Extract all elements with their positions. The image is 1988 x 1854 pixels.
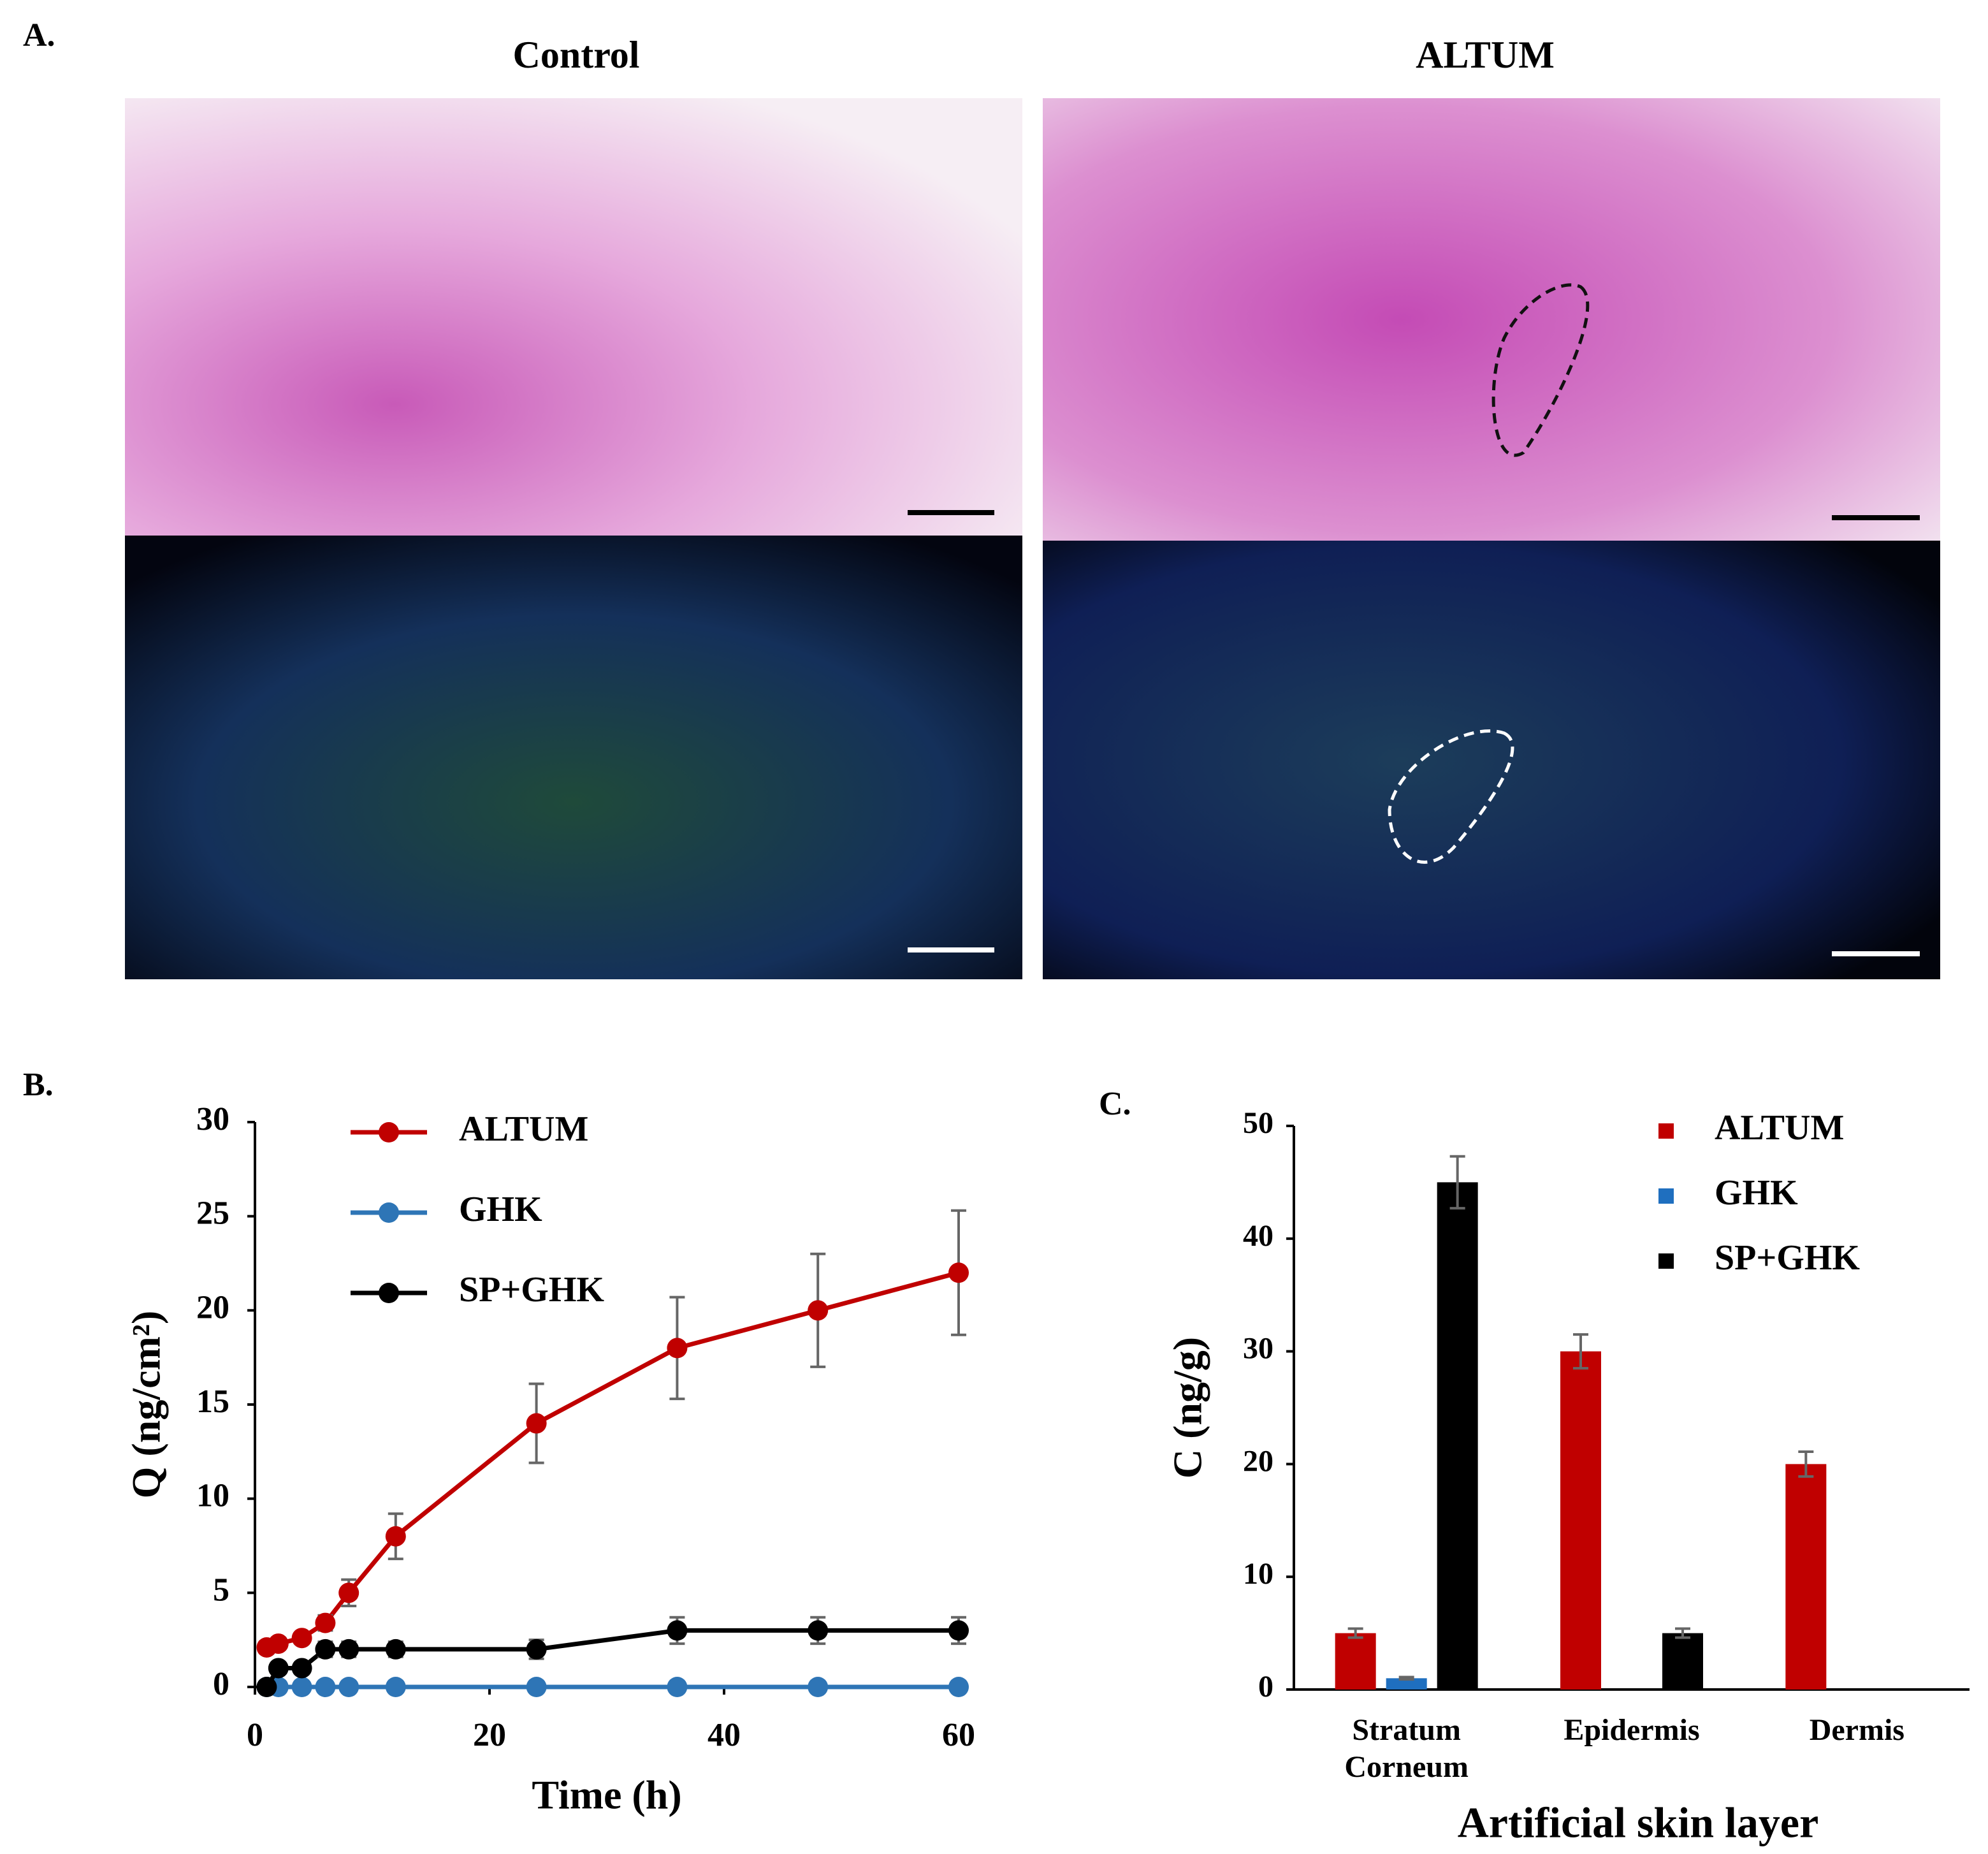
data-point [526, 1413, 547, 1434]
y-tick-label: 15 [196, 1383, 229, 1420]
axis [1293, 1126, 1970, 1691]
error-bar [1449, 1155, 1465, 1210]
error-bar [1798, 1450, 1814, 1478]
data-point [385, 1639, 406, 1660]
error-bar [1398, 1675, 1414, 1681]
x-tick-label: Epidermis [1564, 1713, 1699, 1747]
legend-label: GHK [459, 1190, 542, 1229]
data-point [667, 1338, 688, 1359]
data-point [291, 1628, 312, 1649]
legend-label: ALTUM [1715, 1108, 1844, 1148]
fluorescence-image [125, 536, 1022, 979]
data-point [338, 1639, 359, 1660]
y-tick-label: 20 [1243, 1444, 1273, 1478]
axis [254, 1122, 959, 1688]
y-tick-label: 50 [1243, 1106, 1273, 1140]
data-point [385, 1677, 406, 1697]
data-point [808, 1300, 829, 1321]
x-axis-label: Artificial skin layer [1458, 1799, 1819, 1847]
x-tick-label: 40 [707, 1717, 741, 1753]
y-tick-label: 30 [196, 1101, 229, 1137]
y-tick-label: 20 [196, 1289, 229, 1325]
data-point [667, 1677, 688, 1697]
data-point [291, 1658, 312, 1679]
data-point [268, 1633, 289, 1654]
legend-label: GHK [1715, 1173, 1798, 1213]
data-point [268, 1658, 289, 1679]
bar [1662, 1633, 1703, 1690]
data-point [948, 1620, 969, 1641]
y-tick-label: 30 [1243, 1332, 1273, 1366]
y-axis-label: Q (ng/cm²) [124, 1311, 169, 1499]
legend-marker [1658, 1253, 1674, 1269]
legend-marker [1658, 1123, 1674, 1139]
bar [1560, 1351, 1601, 1690]
data-point [808, 1677, 829, 1697]
x-tick-label: 60 [942, 1717, 975, 1753]
region-outline [1491, 283, 1590, 457]
panel-a: A. Control ALTUM [23, 17, 1940, 979]
y-tick-label: 10 [196, 1478, 229, 1514]
bar [1437, 1182, 1478, 1690]
panel-label: C. [1099, 1086, 1131, 1122]
legend-label: ALTUM [459, 1109, 588, 1149]
data-point [667, 1620, 688, 1641]
legend-label: SP+GHK [459, 1270, 604, 1310]
panel-label: A. [23, 17, 55, 54]
data-point [526, 1677, 547, 1697]
bar [1386, 1678, 1427, 1690]
data-point [385, 1526, 406, 1547]
error-bar [1573, 1333, 1588, 1370]
legend-marker [379, 1202, 399, 1223]
y-tick-label: 0 [213, 1666, 229, 1702]
image-title: ALTUM [1416, 34, 1555, 76]
data-point [808, 1620, 829, 1641]
x-tick-label: Stratum Corneum [1344, 1713, 1469, 1784]
y-tick-label: 0 [1258, 1670, 1273, 1704]
y-axis-label: C (ng/g) [1165, 1337, 1210, 1478]
x-tick-label-line: Stratum [1352, 1713, 1461, 1747]
y-tick-label: 5 [213, 1572, 229, 1608]
data-point [256, 1677, 277, 1697]
data-point [291, 1677, 312, 1697]
x-tick-label-line: Corneum [1344, 1750, 1469, 1784]
legend-marker [379, 1122, 399, 1142]
bar [1785, 1464, 1827, 1690]
data-point [338, 1582, 359, 1603]
y-tick-label: 40 [1243, 1219, 1273, 1253]
bar [1335, 1633, 1376, 1690]
data-point [315, 1639, 336, 1660]
data-point [338, 1677, 359, 1697]
data-point [526, 1639, 547, 1660]
legend-marker [379, 1283, 399, 1303]
x-axis-label: Time (h) [532, 1772, 681, 1818]
legend-label: SP+GHK [1715, 1238, 1860, 1278]
he-image [125, 98, 1022, 536]
region-outline [1388, 729, 1514, 864]
legend-marker [1658, 1188, 1674, 1204]
data-point [948, 1262, 969, 1283]
series-line [266, 1270, 959, 1650]
error-bar [1675, 1627, 1690, 1639]
series-line [265, 1628, 959, 1688]
data-point [948, 1677, 969, 1697]
y-tick-label: 25 [196, 1195, 229, 1232]
x-tick-label: 0 [247, 1717, 263, 1753]
y-tick-label: 10 [1243, 1557, 1273, 1591]
error-bar [1347, 1627, 1363, 1639]
x-tick-label: Dermis [1810, 1713, 1905, 1747]
data-point [315, 1612, 336, 1633]
x-tick-label: 20 [473, 1717, 506, 1753]
he-image [1043, 98, 1940, 541]
data-point [315, 1677, 336, 1697]
fluorescence-image [1043, 541, 1940, 979]
panel-label: B. [23, 1067, 54, 1103]
image-title: Control [513, 34, 640, 76]
